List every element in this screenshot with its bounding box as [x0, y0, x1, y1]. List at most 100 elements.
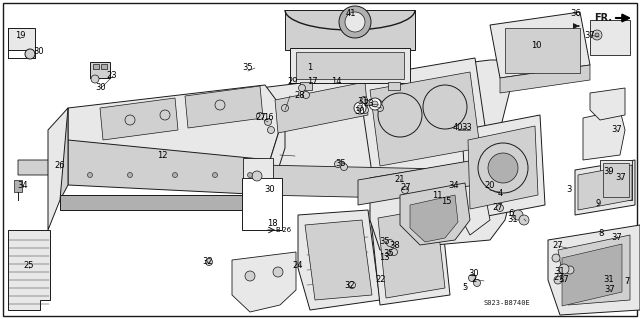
Circle shape: [248, 173, 253, 177]
Circle shape: [376, 105, 383, 112]
Circle shape: [173, 173, 177, 177]
Circle shape: [212, 173, 218, 177]
Circle shape: [478, 143, 528, 193]
Text: 21: 21: [395, 174, 405, 183]
Circle shape: [552, 254, 560, 262]
Polygon shape: [500, 65, 590, 93]
Circle shape: [401, 187, 408, 194]
Text: 14: 14: [331, 78, 341, 86]
Text: 17: 17: [307, 78, 317, 86]
Text: 29: 29: [288, 78, 298, 86]
Circle shape: [298, 85, 305, 92]
Text: 38: 38: [390, 241, 401, 249]
Polygon shape: [490, 12, 590, 78]
Text: 30: 30: [96, 84, 106, 93]
Bar: [388, 82, 400, 90]
Text: 2: 2: [472, 275, 477, 284]
Text: 28: 28: [294, 91, 305, 100]
Text: 26: 26: [54, 161, 65, 170]
Text: 11: 11: [432, 190, 442, 199]
Circle shape: [519, 215, 529, 225]
Circle shape: [264, 118, 271, 125]
Bar: [600, 160, 632, 200]
Circle shape: [497, 204, 504, 211]
Text: 1: 1: [307, 63, 312, 71]
Polygon shape: [590, 88, 625, 120]
Text: 33: 33: [461, 123, 472, 132]
Text: 27: 27: [256, 114, 266, 122]
Circle shape: [345, 12, 365, 32]
Polygon shape: [8, 28, 35, 58]
Polygon shape: [575, 160, 635, 215]
Text: 4: 4: [497, 189, 502, 198]
Circle shape: [273, 267, 283, 277]
Circle shape: [390, 249, 397, 256]
Text: 27: 27: [553, 241, 563, 250]
Text: 34: 34: [449, 182, 460, 190]
Bar: [296, 52, 404, 79]
Polygon shape: [298, 210, 380, 310]
Bar: [101, 64, 107, 69]
Circle shape: [488, 153, 518, 183]
Bar: [300, 82, 312, 90]
Polygon shape: [305, 220, 372, 300]
Polygon shape: [18, 160, 56, 175]
Text: 20: 20: [484, 181, 495, 189]
Polygon shape: [60, 195, 270, 210]
Circle shape: [474, 279, 481, 286]
Polygon shape: [68, 85, 285, 170]
Bar: [603, 163, 629, 197]
Polygon shape: [232, 252, 296, 312]
Polygon shape: [410, 195, 458, 242]
Text: 31: 31: [604, 275, 614, 284]
Circle shape: [378, 93, 422, 137]
Text: 8: 8: [598, 228, 604, 238]
Text: 13: 13: [379, 253, 389, 262]
Circle shape: [282, 105, 289, 112]
Bar: [243, 158, 273, 178]
Polygon shape: [370, 72, 480, 166]
Polygon shape: [558, 235, 630, 305]
Text: 27: 27: [554, 273, 564, 283]
Polygon shape: [14, 180, 22, 192]
Polygon shape: [370, 155, 520, 250]
Text: 35: 35: [336, 159, 346, 167]
Circle shape: [369, 98, 381, 110]
Polygon shape: [285, 10, 415, 50]
Text: 30: 30: [34, 48, 44, 56]
Polygon shape: [548, 225, 640, 315]
Text: S023-B8740E: S023-B8740E: [484, 300, 531, 306]
Text: 27: 27: [493, 204, 503, 212]
Text: 18: 18: [267, 219, 277, 228]
Circle shape: [566, 266, 574, 274]
Circle shape: [91, 75, 99, 83]
Polygon shape: [454, 168, 490, 235]
Polygon shape: [370, 200, 450, 305]
Text: 30: 30: [355, 107, 365, 115]
Text: 22: 22: [376, 276, 387, 285]
Bar: [90, 62, 110, 78]
Polygon shape: [68, 140, 270, 195]
Polygon shape: [400, 183, 470, 245]
Text: 3: 3: [566, 184, 572, 194]
Polygon shape: [100, 98, 178, 140]
Text: 41: 41: [346, 10, 356, 19]
Polygon shape: [468, 126, 538, 209]
Polygon shape: [462, 115, 545, 220]
Circle shape: [303, 92, 310, 99]
Circle shape: [595, 33, 599, 37]
Circle shape: [349, 281, 355, 288]
Text: 35: 35: [384, 249, 394, 257]
Text: 24: 24: [292, 261, 303, 270]
Text: 31: 31: [555, 266, 565, 276]
Text: 34: 34: [18, 181, 28, 189]
Polygon shape: [562, 244, 622, 306]
Text: 23: 23: [107, 70, 117, 79]
Polygon shape: [378, 208, 445, 298]
Text: 9: 9: [595, 198, 600, 207]
Circle shape: [205, 258, 212, 265]
Polygon shape: [260, 60, 510, 190]
Circle shape: [88, 173, 93, 177]
Text: 35: 35: [380, 236, 390, 246]
Text: 10: 10: [531, 41, 541, 49]
